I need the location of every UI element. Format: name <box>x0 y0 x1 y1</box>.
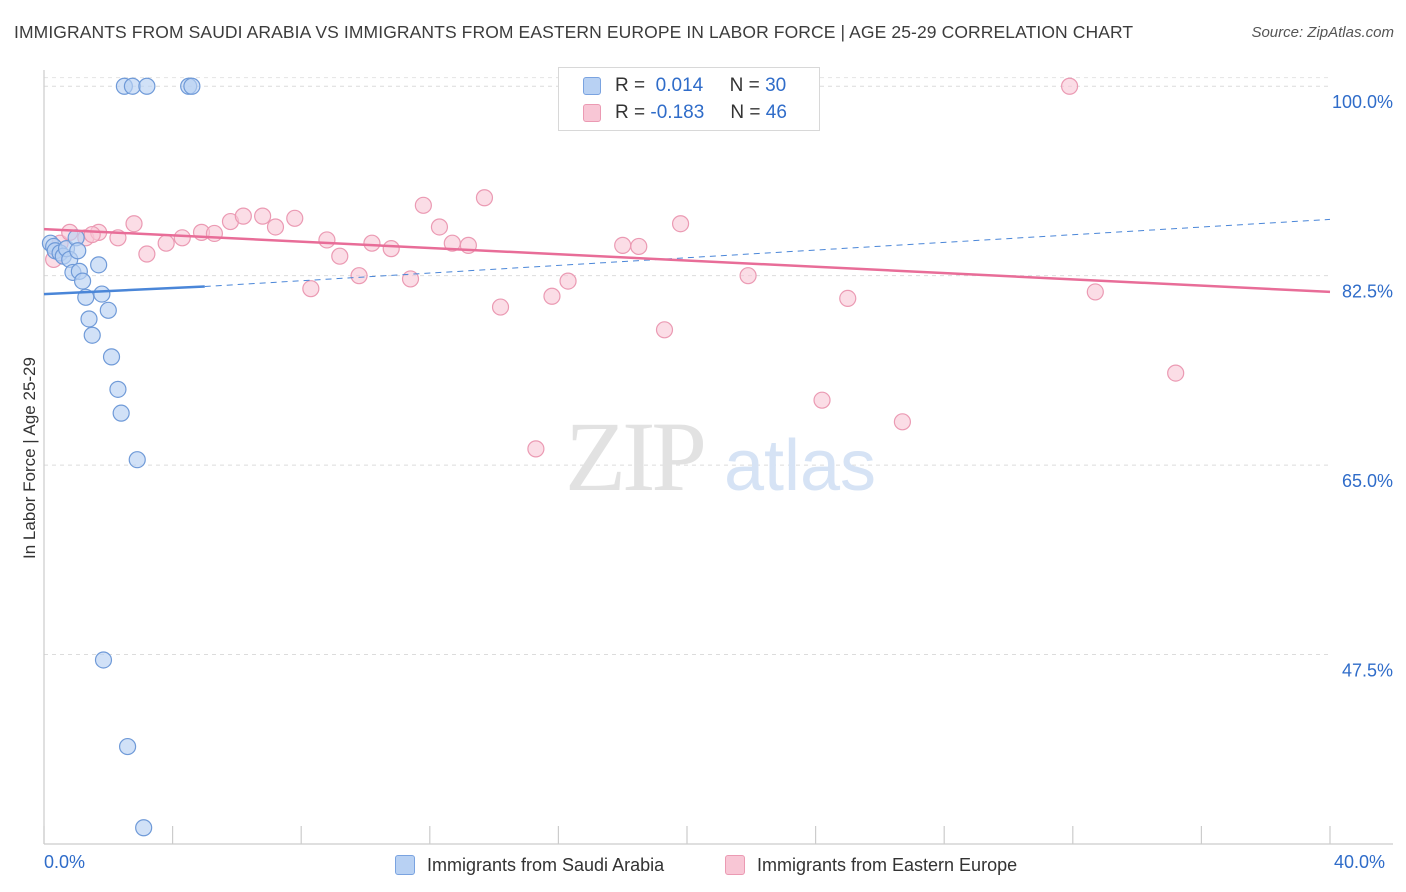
x-tick-label-max: 40.0% <box>1334 852 1386 872</box>
point-eastern-europe <box>350 267 368 285</box>
point-saudi-arabia <box>73 272 92 290</box>
point-eastern-europe <box>266 218 285 236</box>
series-saudi-arabia-points <box>41 77 201 837</box>
point-eastern-europe <box>331 247 349 265</box>
point-saudi-arabia <box>99 301 117 319</box>
legend-r-label: R = <box>615 102 646 123</box>
trend-saudi-arabia-extension <box>204 218 1331 288</box>
point-saudi-arabia <box>90 256 108 274</box>
point-eastern-europe <box>475 189 494 207</box>
point-saudi-arabia <box>112 404 130 422</box>
point-saudi-arabia <box>118 737 137 756</box>
point-eastern-europe <box>318 231 336 249</box>
y-tick-label: 65.0% <box>1342 471 1393 491</box>
point-eastern-europe <box>893 413 912 431</box>
point-eastern-europe <box>1086 283 1104 301</box>
legend-item-eastern-europe: Immigrants from Eastern Europe <box>725 851 1017 879</box>
point-saudi-arabia <box>138 77 156 95</box>
point-saudi-arabia <box>83 326 101 344</box>
series-legend: Immigrants from Saudi Arabia Immigrants … <box>0 851 1406 879</box>
legend-r-label: R = <box>615 75 646 96</box>
legend-n-value: 46 <box>765 102 787 123</box>
y-tick-label: 47.5% <box>1342 661 1393 681</box>
legend-series-name: Immigrants from Saudi Arabia <box>427 854 665 875</box>
point-eastern-europe <box>839 289 857 308</box>
point-saudi-arabia <box>80 310 98 328</box>
point-saudi-arabia <box>123 77 142 95</box>
legend-swatch-blue <box>395 855 415 875</box>
legend-row-saudi: R = 0.014 N = 30 <box>583 73 786 99</box>
point-eastern-europe <box>401 270 420 288</box>
point-eastern-europe <box>491 298 510 316</box>
point-eastern-europe <box>302 280 320 298</box>
point-eastern-europe <box>1167 364 1185 382</box>
point-saudi-arabia <box>183 77 201 95</box>
point-eastern-europe <box>125 215 143 233</box>
gridlines <box>44 77 1330 656</box>
point-eastern-europe <box>173 229 191 247</box>
point-eastern-europe <box>83 225 101 244</box>
chart-title: IMMIGRANTS FROM SAUDI ARABIA VS IMMIGRAN… <box>14 22 1134 42</box>
y-tick-label: 82.5% <box>1342 282 1393 302</box>
point-eastern-europe <box>559 272 577 290</box>
point-eastern-europe <box>1060 77 1079 95</box>
y-axis-label: In Labor Force | Age 25-29 <box>20 357 39 559</box>
point-saudi-arabia <box>69 242 87 260</box>
point-saudi-arabia <box>94 651 113 669</box>
point-eastern-europe <box>234 207 252 225</box>
point-eastern-europe <box>630 237 648 256</box>
legend-n-value: 30 <box>765 75 787 96</box>
point-eastern-europe <box>205 224 223 243</box>
point-eastern-europe <box>614 236 632 254</box>
y-tick-labels: 100.0% 82.5% 65.0% 47.5% <box>1332 92 1393 680</box>
legend-swatch-pink <box>583 104 601 122</box>
point-saudi-arabia <box>128 451 146 469</box>
point-eastern-europe <box>739 267 757 285</box>
point-eastern-europe <box>543 287 561 305</box>
trend-saudi-arabia <box>43 285 205 296</box>
stats-legend: R = 0.014 N = 30 R = -0.183 N = 46 <box>558 67 820 131</box>
legend-row-eastern-europe: R = -0.183 N = 46 <box>583 100 787 126</box>
point-saudi-arabia <box>93 285 111 303</box>
legend-r-value: 0.014 <box>655 75 704 96</box>
point-eastern-europe <box>813 391 831 409</box>
point-eastern-europe <box>138 245 156 263</box>
x-tick-label-min: 0.0% <box>44 852 86 872</box>
legend-n-label: N = <box>729 75 760 96</box>
legend-swatch-blue <box>583 77 601 95</box>
trend-lines <box>43 218 1331 296</box>
point-saudi-arabia <box>109 380 127 398</box>
axes <box>43 70 1393 845</box>
point-eastern-europe <box>671 215 690 233</box>
y-tick-label: 100.0% <box>1332 92 1393 112</box>
legend-series-name: Immigrants from Eastern Europe <box>757 854 1018 875</box>
legend-item-saudi-arabia: Immigrants from Saudi Arabia <box>395 851 664 879</box>
legend-n-label: N = <box>730 102 761 123</box>
point-saudi-arabia <box>102 348 121 366</box>
point-eastern-europe <box>363 234 381 252</box>
point-eastern-europe <box>414 196 432 214</box>
point-eastern-europe <box>527 440 545 458</box>
point-saudi-arabia <box>135 819 153 837</box>
point-eastern-europe <box>157 234 175 252</box>
point-eastern-europe <box>382 240 400 258</box>
watermark-zip: ZIP <box>565 401 703 512</box>
point-eastern-europe <box>655 321 674 339</box>
trend-eastern-europe <box>43 227 1331 294</box>
point-eastern-europe <box>286 209 304 227</box>
point-eastern-europe <box>254 207 272 225</box>
legend-r-value: -0.183 <box>650 102 705 123</box>
legend-swatch-pink <box>725 855 745 875</box>
watermark-atlas: atlas <box>724 426 876 506</box>
source-label: Source: ZipAtlas.com <box>1251 24 1394 41</box>
watermark: ZIP atlas <box>565 401 876 512</box>
point-eastern-europe <box>430 218 449 236</box>
